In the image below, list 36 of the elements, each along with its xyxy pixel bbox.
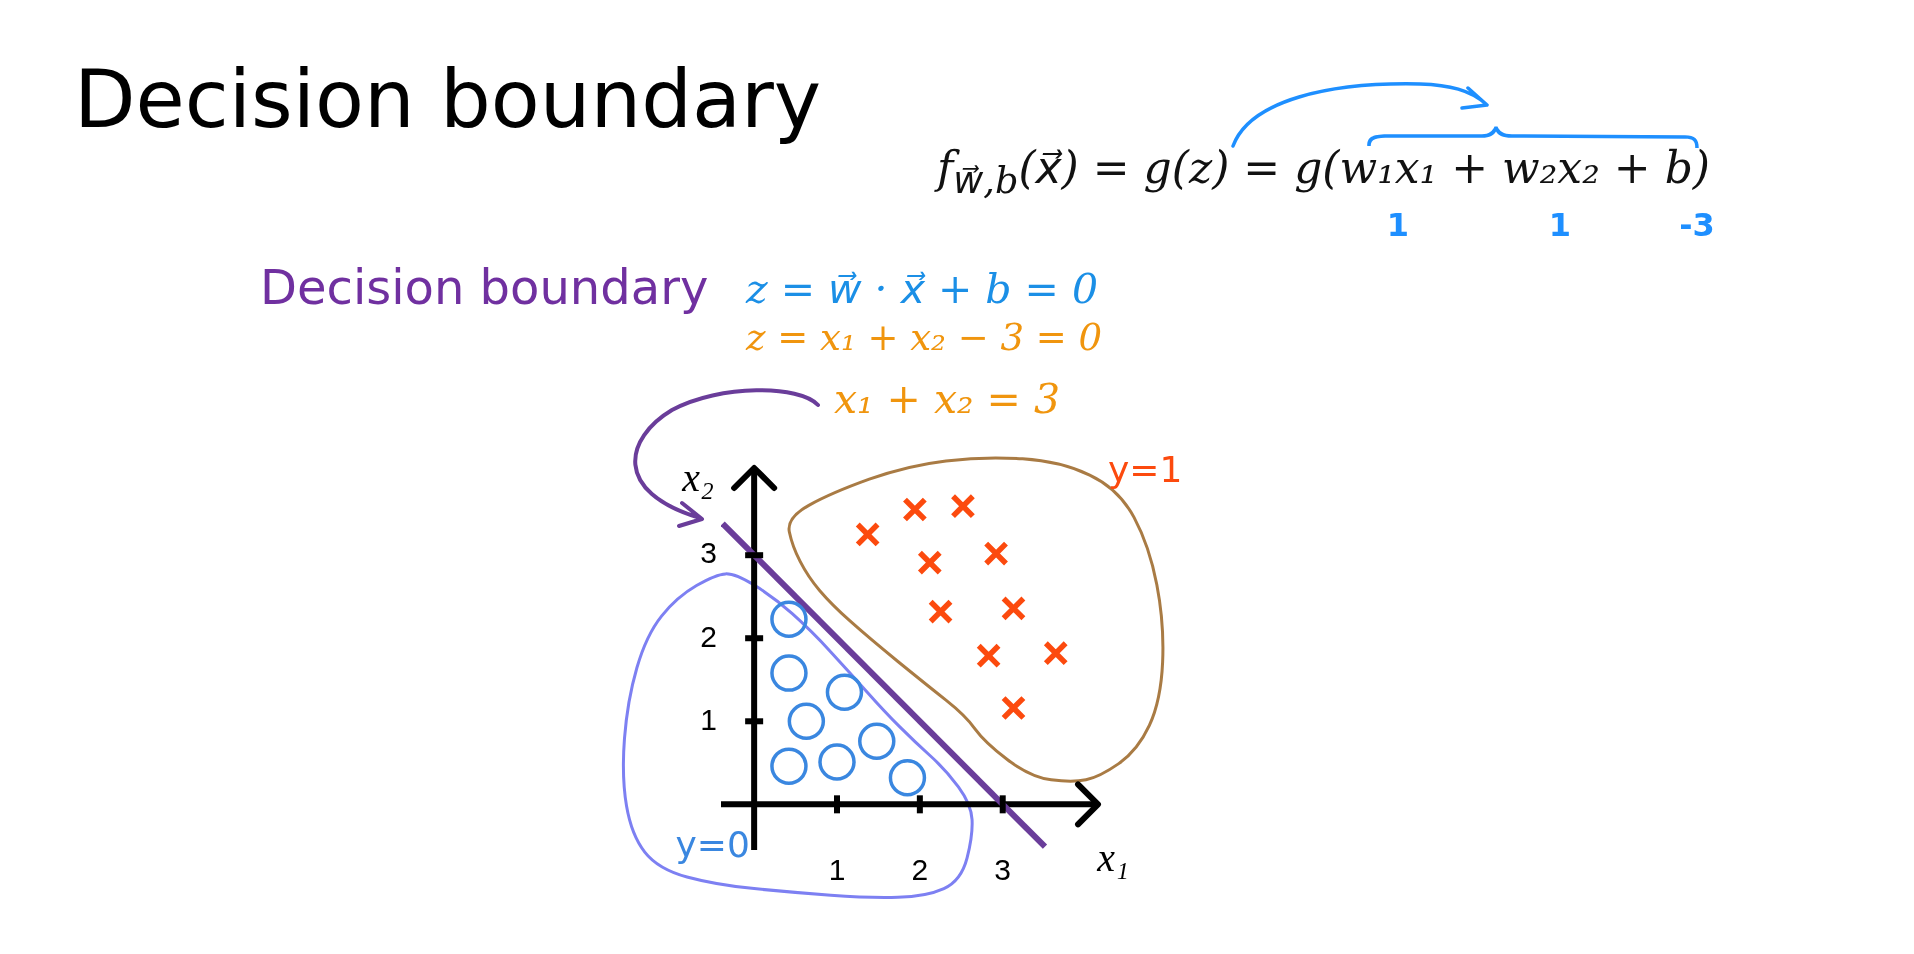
x-tick-label: 1 bbox=[828, 853, 846, 887]
point bbox=[787, 702, 826, 741]
y-tick-label: 3 bbox=[700, 536, 717, 570]
x-tick-label: 3 bbox=[994, 853, 1012, 887]
text: Decision boundary bbox=[260, 259, 709, 316]
text: -3 bbox=[1679, 206, 1715, 244]
point bbox=[1000, 595, 1027, 621]
point bbox=[975, 643, 1002, 669]
text: y=1 bbox=[1108, 448, 1183, 490]
x-axis-title: x₁ bbox=[1096, 834, 1129, 880]
series-label: y=0 bbox=[675, 823, 750, 865]
point bbox=[1000, 695, 1027, 721]
text: z = x₁ + x₂ − 3 = 0 bbox=[746, 316, 1103, 360]
point bbox=[983, 540, 1009, 567]
point bbox=[888, 759, 927, 797]
point bbox=[1043, 640, 1069, 666]
point bbox=[855, 521, 881, 548]
point bbox=[818, 743, 856, 781]
text: 1 bbox=[1386, 206, 1410, 244]
point bbox=[825, 673, 864, 711]
y-tick-label: 2 bbox=[700, 619, 717, 653]
x-tick-label: 2 bbox=[911, 853, 929, 887]
point bbox=[927, 599, 954, 625]
point bbox=[902, 496, 928, 523]
text: 1 bbox=[1548, 206, 1572, 244]
point bbox=[770, 747, 808, 785]
point bbox=[858, 722, 896, 760]
point bbox=[950, 493, 976, 519]
chart-title: Decision boundary bbox=[74, 53, 822, 146]
y-axis-title: x₂ bbox=[681, 454, 714, 500]
point bbox=[770, 654, 808, 692]
text: x₁ + x₂ = 3 bbox=[834, 375, 1061, 424]
y-tick-label: 1 bbox=[700, 702, 717, 736]
text: z = w⃗ · x⃗ + b = 0 bbox=[746, 265, 1099, 314]
point bbox=[770, 600, 808, 638]
point bbox=[917, 550, 943, 576]
